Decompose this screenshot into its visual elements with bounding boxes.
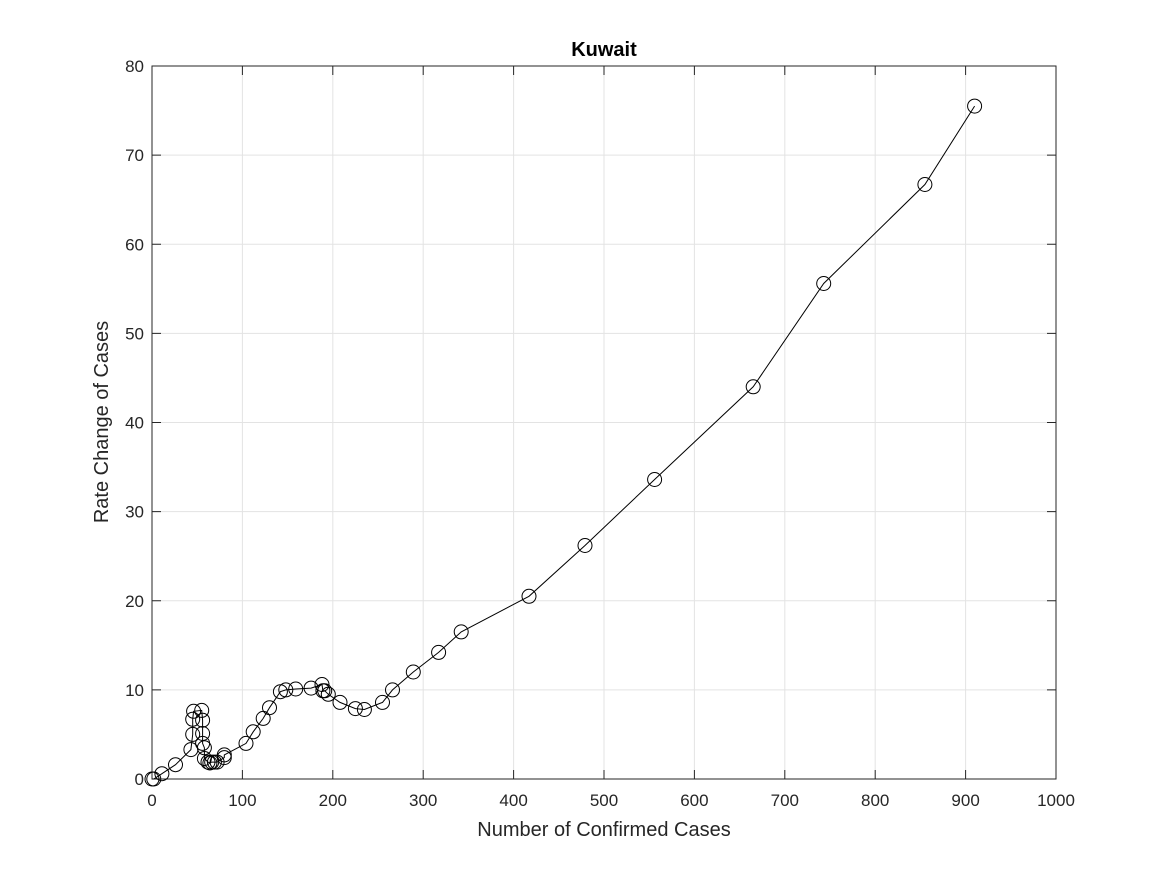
x-tick-label: 0 (147, 791, 156, 810)
data-point (194, 702, 210, 718)
data-point (356, 702, 372, 717)
data-point (577, 538, 593, 553)
x-tick-labels: 0 100 200 300 400 500 600 700 800 900 1000 (147, 791, 1075, 810)
y-tick-label: 30 (125, 503, 144, 522)
data-point (200, 754, 216, 770)
x-tick-label: 500 (590, 791, 618, 810)
data-point (375, 694, 390, 710)
y-tick-label: 60 (125, 235, 144, 254)
y-axis-label: Rate Change of Cases (91, 321, 113, 523)
data-point (385, 682, 400, 698)
y-tick-label: 20 (125, 592, 144, 611)
y-tick-label: 40 (125, 414, 144, 433)
y-tick-labels: 0 10 20 30 40 50 60 70 80 (125, 57, 144, 789)
axis-ticks (151, 65, 1057, 780)
data-point (816, 276, 832, 291)
x-tick-label: 300 (409, 791, 437, 810)
y-tick-label: 0 (135, 770, 144, 789)
chart-title: Kuwait (571, 39, 637, 61)
data-point (288, 681, 304, 697)
data-point (154, 766, 170, 782)
data-point (745, 379, 761, 395)
data-point (206, 754, 222, 770)
data-point (917, 177, 933, 192)
x-tick-label: 400 (499, 791, 527, 810)
y-tick-label: 10 (125, 681, 144, 700)
data-point (431, 644, 447, 660)
y-tick-label: 70 (125, 146, 144, 165)
x-tick-label: 600 (680, 791, 708, 810)
x-tick-label: 700 (771, 791, 799, 810)
x-tick-label: 1000 (1037, 791, 1075, 810)
data-point (202, 755, 218, 771)
data-point (216, 750, 232, 766)
x-tick-label: 100 (228, 791, 256, 810)
data-point (245, 724, 261, 740)
data-point (146, 771, 162, 787)
data-point (320, 686, 336, 702)
data-point (185, 726, 201, 742)
x-tick-label: 900 (951, 791, 979, 810)
y-tick-label: 80 (125, 57, 144, 76)
data-point (238, 735, 254, 751)
x-tick-label: 200 (319, 791, 347, 810)
data-series (144, 98, 983, 787)
data-point (196, 740, 212, 756)
data-point (262, 700, 277, 716)
data-point (332, 694, 348, 710)
data-point (347, 701, 363, 717)
data-point (405, 664, 421, 680)
data-point (195, 712, 211, 728)
y-tick-label: 50 (125, 324, 144, 343)
x-tick-label: 800 (861, 791, 889, 810)
data-point (216, 747, 232, 763)
data-point (185, 711, 201, 727)
data-point (168, 757, 183, 773)
data-point (186, 703, 202, 719)
x-axis-label: Number of Confirmed Cases (477, 819, 730, 841)
data-point (278, 682, 294, 698)
data-point (967, 98, 983, 114)
data-point (647, 472, 663, 487)
data-point (195, 726, 211, 741)
data-point (453, 624, 469, 640)
data-point (521, 588, 537, 604)
grid (152, 66, 1056, 779)
data-point (317, 683, 333, 699)
